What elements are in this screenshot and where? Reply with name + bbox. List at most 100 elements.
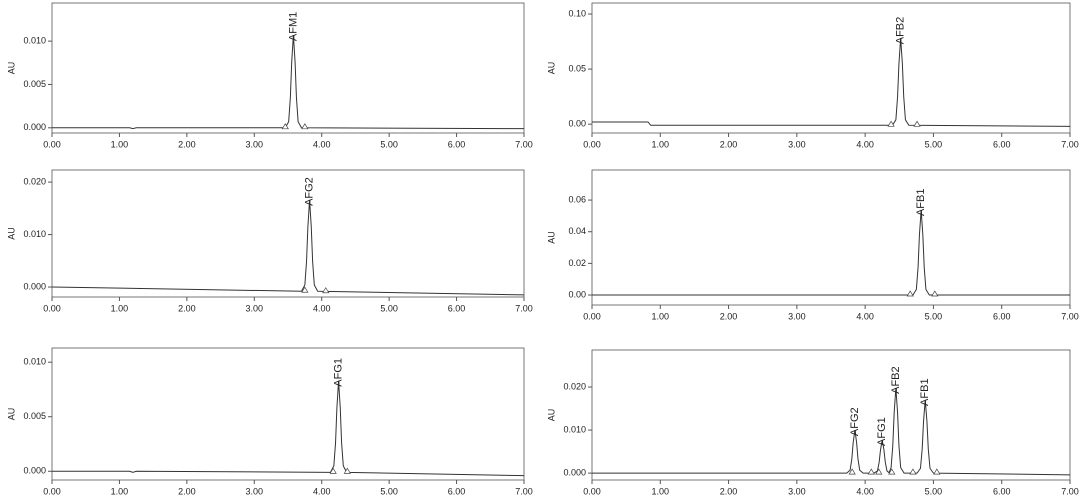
x-tick-label: 0.00	[43, 486, 61, 496]
y-tick-label: 0.000	[23, 281, 46, 291]
trace	[51, 199, 525, 296]
y-tick-label: 0.00	[568, 289, 586, 299]
peak-label: AFM1	[287, 12, 299, 41]
x-tick-label: 2.00	[178, 486, 196, 496]
integration-mark	[913, 120, 921, 127]
x-tick-label: 3.00	[788, 311, 806, 321]
y-tick-label: 0.00	[568, 119, 586, 129]
x-tick-label: 0.00	[43, 139, 61, 149]
x-tick-label: 5.00	[380, 486, 398, 496]
x-tick-label: 6.00	[993, 311, 1011, 321]
peak-label: AFG2	[303, 177, 315, 206]
integration-mark	[887, 120, 895, 127]
integration-mark	[875, 468, 883, 475]
x-tick-label: 7.00	[515, 303, 533, 313]
x-tick-label: 2.00	[720, 311, 738, 321]
x-tick-label: 6.00	[448, 303, 466, 313]
y-tick-label: 0.010	[563, 424, 586, 434]
integration-mark	[301, 286, 309, 293]
y-axis-label: AU	[6, 62, 16, 75]
x-tick-label: 3.00	[246, 303, 264, 313]
x-tick-label: 1.00	[652, 486, 670, 496]
y-axis-label: AU	[546, 62, 556, 75]
trace	[592, 210, 1070, 296]
x-tick-label: 7.00	[515, 486, 533, 496]
x-tick-label: 5.00	[380, 139, 398, 149]
x-tick-label: 5.00	[925, 311, 943, 321]
plot-frame	[591, 169, 1071, 306]
y-tick-label: 0.000	[23, 466, 46, 476]
y-tick-label: 0.010	[23, 357, 46, 367]
y-tick-label: 0.020	[563, 381, 586, 391]
x-tick-label: 7.00	[515, 139, 533, 149]
x-tick-label: 4.00	[313, 303, 331, 313]
peak-label: AFG2	[849, 407, 861, 436]
integration-mark	[322, 287, 330, 294]
plot-frame	[51, 2, 525, 134]
x-tick-label: 0.00	[583, 139, 601, 149]
plot-frame	[51, 169, 525, 298]
x-tick-label: 2.00	[178, 303, 196, 313]
x-tick-label: 3.00	[246, 486, 264, 496]
y-tick-label: 0.02	[568, 258, 586, 268]
plot-frame	[591, 2, 1071, 134]
y-tick-label: 0.010	[23, 229, 46, 239]
x-tick-label: 0.00	[583, 311, 601, 321]
x-tick-label: 7.00	[1061, 311, 1079, 321]
trace	[592, 38, 1071, 127]
integration-mark	[848, 468, 856, 475]
x-tick-label: 3.00	[246, 139, 264, 149]
x-tick-label: 0.00	[583, 486, 601, 496]
integration-mark	[329, 467, 337, 474]
x-tick-label: 1.00	[111, 303, 129, 313]
y-tick-label: 0.005	[23, 79, 46, 89]
integration-mark	[867, 468, 875, 475]
integration-mark	[933, 468, 941, 475]
integration-mark	[301, 123, 309, 130]
y-tick-label: 0.04	[568, 226, 586, 236]
y-axis-label: AU	[6, 227, 16, 240]
integration-mark	[931, 290, 939, 297]
x-tick-label: 2.00	[178, 139, 196, 149]
x-tick-label: 6.00	[993, 486, 1011, 496]
x-tick-label: 1.00	[111, 139, 129, 149]
x-tick-label: 0.00	[43, 303, 61, 313]
peak-label: AFG1	[332, 358, 344, 387]
integration-mark	[909, 468, 917, 475]
x-tick-label: 6.00	[448, 486, 466, 496]
peak-label: AFB2	[895, 17, 907, 45]
y-tick-label: 0.005	[23, 411, 46, 421]
y-tick-label: 0.000	[563, 467, 586, 477]
peak-label: AFB2	[890, 366, 902, 394]
integration-mark	[343, 467, 351, 474]
x-tick-label: 5.00	[925, 139, 943, 149]
x-tick-label: 4.00	[856, 486, 874, 496]
peak-label: AFB1	[915, 189, 927, 217]
trace	[52, 35, 525, 130]
x-tick-label: 3.00	[788, 139, 806, 149]
integration-mark	[281, 123, 289, 130]
y-tick-label: 0.000	[23, 122, 46, 132]
y-axis-label: AU	[546, 231, 556, 244]
x-tick-label: 5.00	[380, 303, 398, 313]
y-tick-label: 0.05	[568, 63, 586, 73]
y-axis-label: AU	[546, 409, 556, 422]
integration-mark	[906, 290, 914, 297]
y-tick-label: 0.06	[568, 194, 586, 204]
x-tick-label: 6.00	[993, 139, 1011, 149]
y-axis-label: AU	[6, 408, 16, 421]
x-tick-label: 4.00	[313, 139, 331, 149]
y-tick-label: 0.010	[23, 36, 46, 46]
x-tick-label: 1.00	[652, 311, 670, 321]
x-tick-label: 6.00	[448, 139, 466, 149]
plot-frame	[591, 349, 1071, 481]
peak-label: AFG1	[876, 417, 888, 446]
x-tick-label: 5.00	[925, 486, 943, 496]
x-tick-label: 7.00	[1061, 139, 1079, 149]
x-tick-label: 2.00	[720, 486, 738, 496]
x-tick-label: 2.00	[720, 139, 738, 149]
x-tick-label: 1.00	[652, 139, 670, 149]
y-tick-label: 0.020	[23, 176, 46, 186]
peak-label: AFB1	[919, 378, 931, 406]
